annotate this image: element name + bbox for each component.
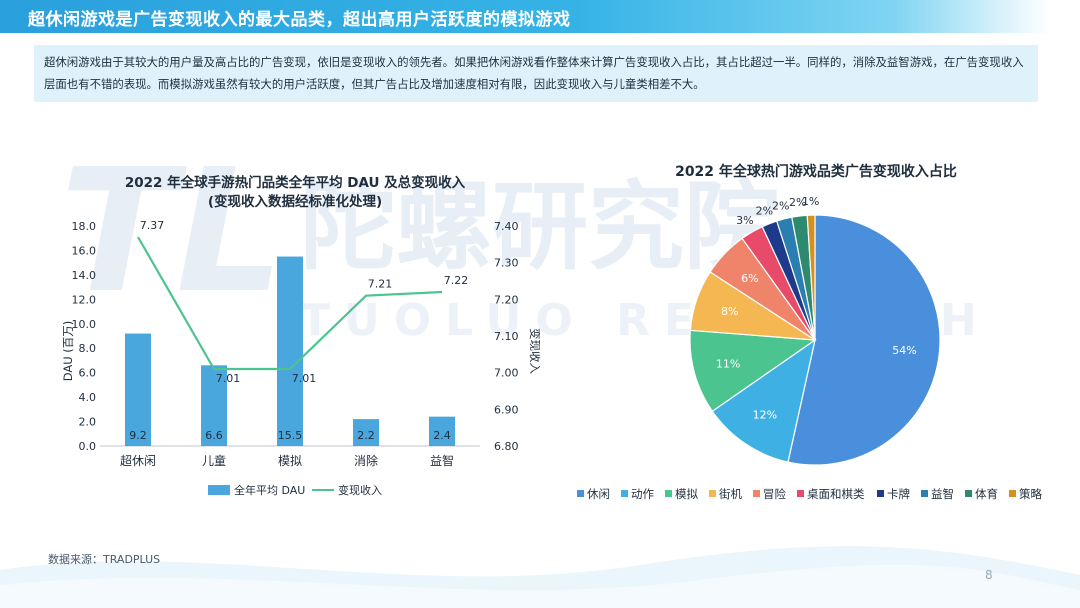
legend-swatch-dau: [208, 485, 230, 495]
pie-legend-swatch-2: [665, 490, 672, 497]
pie-slice-0: [787, 214, 941, 466]
page-number: 8: [985, 568, 993, 582]
x-tick-1: 儿童: [202, 453, 226, 468]
pie-legend-label-1: 动作: [631, 487, 654, 501]
dau-revenue-chart: 2022 年全球手游热门品类全年平均 DAU 及总变现收入 (变现收入数据经标准…: [61, 174, 540, 497]
page-title: 超休闲游戏是广告变现收入的最大品类，超出高用户活跃度的模拟游戏: [28, 10, 571, 30]
pie-label-7: 2%: [772, 199, 789, 212]
pie-legend-swatch-9: [1009, 490, 1016, 497]
bar-4: [429, 416, 455, 446]
y-tick-left: 0.0: [79, 440, 97, 453]
y-tick-right: 7.00: [494, 367, 519, 380]
x-tick-3: 消除: [354, 453, 378, 468]
pie-label-4: 6%: [741, 272, 758, 285]
bar-label-3: 2.2: [357, 429, 375, 442]
pie-legend-swatch-8: [965, 490, 972, 497]
pie-label-1: 12%: [753, 409, 777, 422]
x-tick-2: 模拟: [278, 454, 302, 468]
pie-legend-swatch-4: [753, 490, 760, 497]
y-tick-left: 16.0: [72, 244, 97, 257]
title-bar: 超休闲游戏是广告变现收入的最大品类，超出高用户活跃度的模拟游戏: [0, 0, 1050, 33]
pie-label-6: 2%: [756, 205, 773, 218]
pie-legend-label-2: 模拟: [675, 487, 698, 501]
y-tick-right: 7.30: [494, 257, 519, 270]
pie-legend-label-5: 桌面和棋类: [807, 487, 865, 501]
line-label-3: 7.21: [368, 278, 393, 291]
pie-legend: 休闲 动作 模拟 街机 冒险 桌面和棋类 卡牌 益智 体育 策略: [577, 487, 1042, 501]
pie-legend-swatch-5: [797, 490, 804, 497]
y-tick-right: 6.80: [494, 440, 519, 453]
pie-slice-1: [711, 338, 816, 463]
pie-legend-label-7: 益智: [931, 487, 954, 501]
ad-revenue-share-pie: 2022 年全球热门游戏品类广告变现收入占比 54%12%11%8%6%3%2%…: [577, 163, 1042, 501]
bar-series: 9.2 6.6 15.5 2.2 2.4: [125, 256, 455, 446]
pie-slice-9: [806, 214, 816, 341]
pie-label-0: 54%: [892, 344, 916, 357]
pie-legend-label-8: 体育: [975, 487, 998, 501]
bar-label-0: 9.2: [129, 429, 147, 442]
decorative-wave: [0, 546, 1080, 608]
pie-legend-swatch-7: [921, 490, 928, 497]
chart-legend: 全年平均 DAU 变现收入: [208, 483, 382, 497]
pie-label-5: 3%: [736, 214, 753, 227]
pie-legend-label-3: 街机: [719, 487, 742, 501]
pie-legend-label-6: 卡牌: [887, 487, 910, 501]
pie-legend-label-0: 休闲: [587, 487, 610, 501]
pie-label-3: 8%: [721, 305, 738, 318]
y-tick-right: 6.90: [494, 403, 519, 416]
y-tick-left: 18.0: [72, 220, 97, 233]
line-label-1: 7.01: [216, 372, 241, 385]
y-tick-left: 2.0: [79, 416, 97, 429]
y-tick-right: 7.40: [494, 220, 519, 233]
bar-0: [125, 333, 151, 446]
y-tick-right: 7.20: [494, 293, 519, 306]
intro-text-box: 超休闲游戏由于其较大的用户量及高占比的广告变现，依旧是变现收入的领先者。如果把休…: [34, 45, 1038, 102]
pie-legend-label-9: 策略: [1019, 487, 1042, 501]
line-label-0: 7.37: [140, 219, 165, 232]
y-tick-left: 12.0: [72, 293, 97, 306]
x-tick-4: 益智: [430, 453, 454, 468]
y-tick-left: 14.0: [72, 269, 97, 282]
chart-subtitle: (变现收入数据经标准化处理): [208, 193, 382, 210]
pie-slices: 54%12%11%8%6%3%2% 2% 2%1%: [689, 195, 941, 466]
revenue-line: [137, 236, 443, 371]
pie-legend-swatch-0: [577, 490, 584, 497]
line-label-2: 7.01: [292, 372, 317, 385]
legend-label-revenue: 变现收入: [338, 483, 382, 497]
bar-label-4: 2.4: [433, 429, 451, 442]
bar-label-1: 6.6: [205, 429, 223, 442]
y-tick-right: 7.10: [494, 330, 519, 343]
legend-label-dau: 全年平均 DAU: [234, 483, 305, 497]
y-tick-left: 6.0: [79, 367, 97, 380]
pie-legend-swatch-6: [877, 490, 884, 497]
bar-1: [201, 365, 227, 446]
y-tick-left: 4.0: [79, 391, 97, 404]
data-source: 数据来源：TRADPLUS: [48, 553, 161, 566]
y-axis-right-label: 变现收入: [528, 328, 540, 374]
intro-text: 超休闲游戏由于其较大的用户量及高占比的广告变现，依旧是变现收入的领先者。如果把休…: [44, 55, 1024, 91]
x-axis-ticks: 超休闲 儿童 模拟 消除 益智: [120, 453, 454, 468]
pie-legend-swatch-1: [621, 490, 628, 497]
pie-legend-swatch-3: [709, 490, 716, 497]
y-axis-left-label: DAU (百万): [61, 321, 75, 382]
line-series: 7.37 7.01 7.01 7.21 7.22: [137, 219, 469, 385]
pie-title: 2022 年全球热门游戏品类广告变现收入占比: [675, 163, 957, 180]
pie-label-8: 2%: [789, 196, 806, 209]
y-axis-right-ticks: 6.80 6.90 7.00 7.10 7.20 7.30 7.40: [494, 220, 519, 453]
line-label-4: 7.22: [444, 274, 469, 287]
x-tick-0: 超休闲: [120, 453, 156, 468]
bar-2: [277, 256, 303, 446]
chart-title: 2022 年全球手游热门品类全年平均 DAU 及总变现收入: [125, 174, 466, 191]
y-tick-left: 8.0: [79, 342, 97, 355]
pie-label-2: 11%: [716, 358, 740, 371]
bar-3: [353, 419, 379, 446]
bar-label-2: 15.5: [278, 429, 303, 442]
pie-legend-label-4: 冒险: [763, 487, 786, 501]
y-tick-left: 10.0: [72, 318, 97, 331]
pie-label-9: 1%: [802, 195, 819, 208]
pie-slice-2: [689, 329, 817, 413]
